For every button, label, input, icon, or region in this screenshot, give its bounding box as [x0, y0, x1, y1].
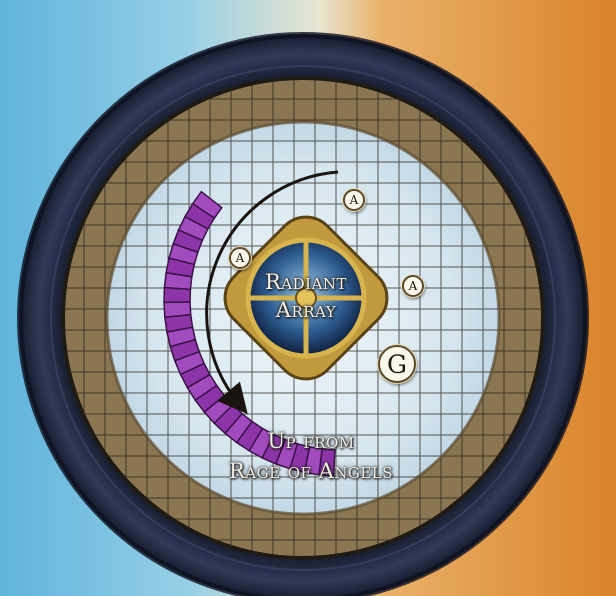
angel-token[interactable]: A	[343, 189, 365, 211]
guardian-token[interactable]: G	[378, 345, 416, 383]
purple-stairs	[163, 190, 336, 477]
angel-token[interactable]: A	[229, 247, 251, 269]
radiant-array	[223, 215, 389, 381]
stair-step	[163, 301, 192, 319]
grid	[63, 78, 543, 558]
stair-step	[191, 190, 223, 219]
stairs-arrow	[205, 170, 339, 415]
angel-token[interactable]: A	[402, 275, 424, 297]
